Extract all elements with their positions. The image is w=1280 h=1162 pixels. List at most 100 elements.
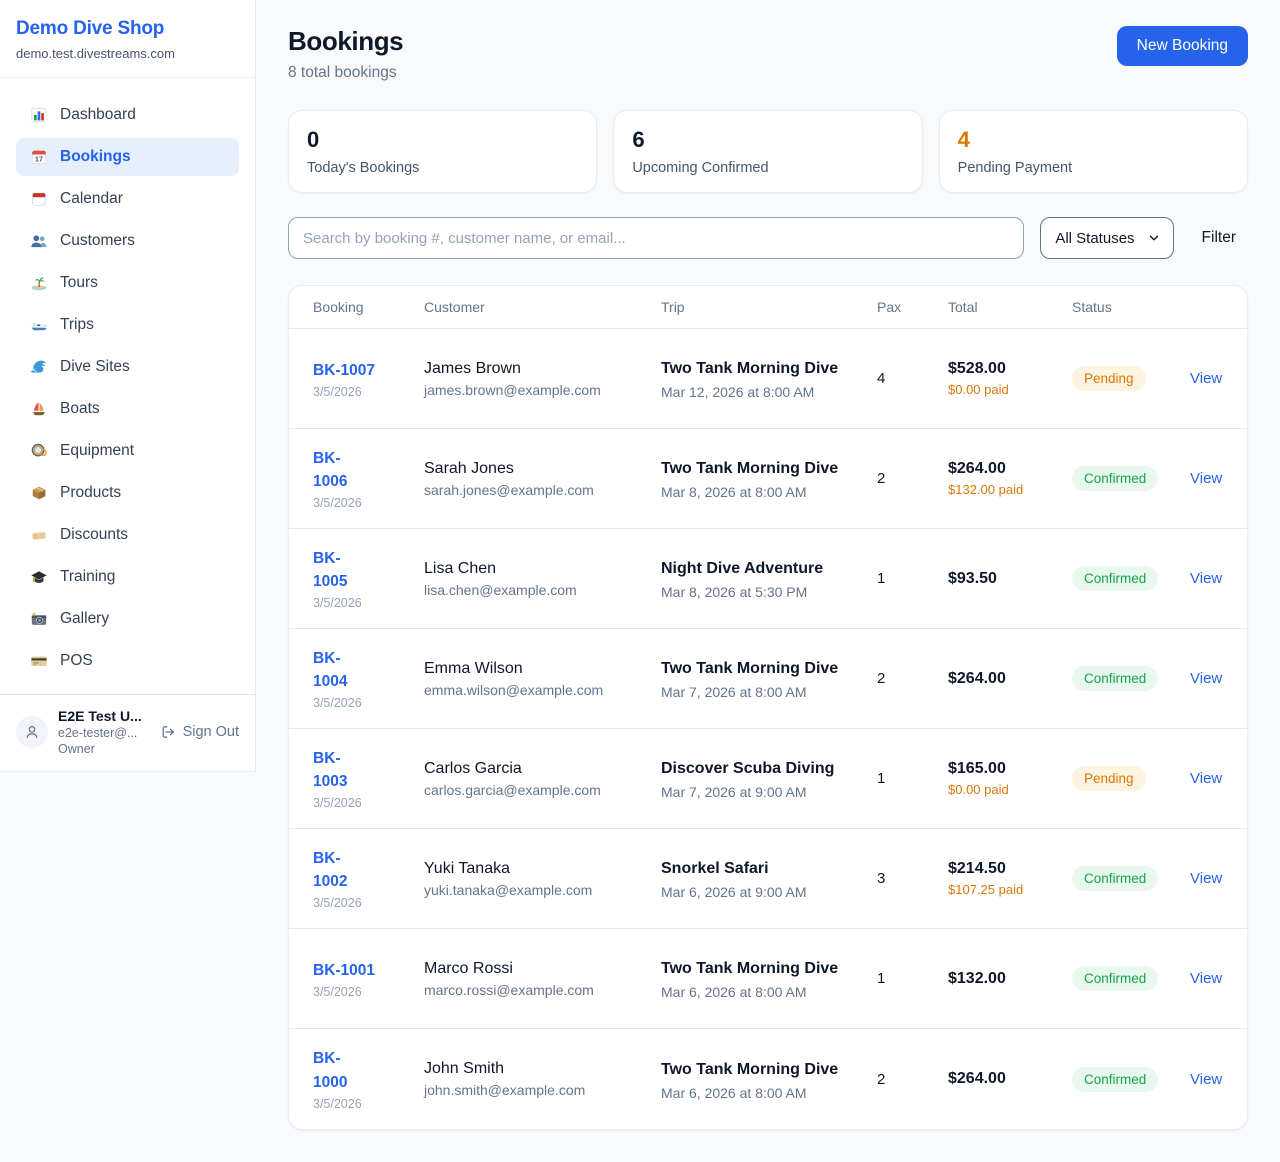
- customer-cell: Carlos Garcia carlos.garcia@example.com: [424, 760, 661, 798]
- sidebar-nav: Dashboard 17 Bookings Calendar Customers…: [0, 78, 255, 694]
- booking-cell: BK-1000 3/5/2026: [313, 1047, 424, 1111]
- view-link[interactable]: View: [1190, 570, 1223, 588]
- chevron-down-icon: [1149, 235, 1158, 241]
- booking-row: BK-1004 3/5/2026 Emma Wilson emma.wilson…: [289, 629, 1247, 730]
- customer-email: john.smith@example.com: [424, 1082, 586, 1099]
- trip-name: Two Tank Morning Dive: [661, 360, 839, 378]
- view-link[interactable]: View: [1190, 470, 1223, 488]
- user-email: e2e-tester@...: [58, 726, 138, 740]
- total-cell: $214.50 $107.25 paid: [948, 860, 1072, 897]
- stat-card-today-s-bookings: 0 Today's Bookings: [288, 110, 598, 194]
- status-badge: Confirmed: [1072, 666, 1159, 692]
- bookings-table: Booking Customer Trip Pax Total Status BK-100…: [288, 285, 1248, 1131]
- customer-cell: John Smith john.smith@example.com: [424, 1060, 661, 1098]
- view-link[interactable]: View: [1190, 770, 1223, 788]
- status-badge: Confirmed: [1072, 966, 1159, 992]
- total-amount: $264.00: [948, 460, 1006, 478]
- view-link[interactable]: View: [1190, 970, 1223, 988]
- customer-email: yuki.tanaka@example.com: [424, 881, 593, 898]
- view-link[interactable]: View: [1190, 370, 1223, 388]
- trip-cell: Two Tank Morning Dive Mar 6, 2026 at 8:0…: [661, 957, 877, 1000]
- tag-icon: [30, 526, 48, 544]
- sidebar-item-equipment[interactable]: Equipment: [16, 432, 239, 470]
- booking-id-link[interactable]: BK-1003: [313, 749, 348, 791]
- customer-email: sarah.jones@example.com: [424, 481, 594, 498]
- trip-cell: Two Tank Morning Dive Mar 12, 2026 at 8:…: [661, 357, 877, 400]
- booking-row: BK-1003 3/5/2026 Carlos Garcia carlos.ga…: [289, 729, 1247, 830]
- sidebar-item-training[interactable]: Training: [16, 558, 239, 596]
- customer-email: emma.wilson@example.com: [424, 681, 604, 698]
- customer-email: lisa.chen@example.com: [424, 581, 577, 598]
- filter-button[interactable]: Filter: [1190, 229, 1248, 247]
- status-filter-select[interactable]: All Statuses: [1040, 217, 1174, 260]
- stat-card-pending-payment: 4 Pending Payment: [938, 110, 1248, 194]
- trip-datetime: Mar 8, 2026 at 5:30 PM: [661, 584, 808, 601]
- total-amount: $264.00: [948, 669, 1006, 687]
- status-badge: Confirmed: [1072, 566, 1159, 592]
- sidebar-item-products[interactable]: Products: [16, 474, 239, 512]
- speedboat-icon: [30, 316, 48, 334]
- sidebar-item-label: Boats: [60, 400, 100, 417]
- booking-date: 3/5/2026: [313, 384, 362, 399]
- stat-label: Pending Payment: [957, 160, 1073, 177]
- pax-count: 2: [877, 470, 886, 488]
- sidebar-item-dive-sites[interactable]: Dive Sites: [16, 348, 239, 386]
- sidebar-item-dashboard[interactable]: Dashboard: [16, 96, 239, 134]
- sidebar-item-discounts[interactable]: Discounts: [16, 516, 239, 554]
- booking-row: BK-1006 3/5/2026 Sarah Jones sarah.jones…: [289, 429, 1247, 530]
- sidebar-item-label: Training: [60, 568, 116, 585]
- sign-out-button[interactable]: Sign Out: [160, 724, 239, 740]
- customer-cell: Emma Wilson emma.wilson@example.com: [424, 660, 661, 698]
- booking-id-link[interactable]: BK-1004: [313, 649, 348, 691]
- booking-id-link[interactable]: BK-1001: [313, 961, 376, 979]
- trip-cell: Night Dive Adventure Mar 8, 2026 at 5:30…: [661, 557, 877, 600]
- sidebar-item-customers[interactable]: Customers: [16, 222, 239, 260]
- sidebar-item-pos[interactable]: POS: [16, 642, 239, 680]
- sidebar-item-bookings[interactable]: 17 Bookings: [16, 138, 239, 176]
- sidebar-item-boats[interactable]: Boats: [16, 390, 239, 428]
- pax-count: 1: [877, 770, 886, 788]
- island-icon: [30, 274, 48, 292]
- status-badge: Confirmed: [1072, 866, 1159, 892]
- view-link[interactable]: View: [1190, 1070, 1223, 1088]
- paid-amount: $0.00 paid: [948, 382, 1009, 398]
- sidebar-item-label: Equipment: [60, 442, 135, 459]
- column-header-trip: Trip: [661, 299, 685, 316]
- user-meta: E2E Test U... e2e-tester@... Owner: [58, 708, 150, 756]
- pax-count: 1: [877, 570, 886, 588]
- status-badge: Pending: [1072, 366, 1146, 392]
- graduation-cap-icon: [30, 568, 48, 586]
- trip-name: Two Tank Morning Dive: [661, 660, 839, 678]
- booking-id-link[interactable]: BK-1005: [313, 549, 348, 591]
- pax-count: 3: [877, 870, 886, 888]
- search-input[interactable]: [288, 217, 1025, 260]
- booking-id-link[interactable]: BK-1006: [313, 449, 348, 491]
- customer-cell: Sarah Jones sarah.jones@example.com: [424, 460, 661, 498]
- booking-date: 3/5/2026: [313, 1096, 362, 1111]
- user-role: Owner: [58, 742, 95, 756]
- booking-id-link[interactable]: BK-1002: [313, 849, 348, 891]
- booking-id-link[interactable]: BK-1000: [313, 1050, 348, 1091]
- sidebar-item-trips[interactable]: Trips: [16, 306, 239, 344]
- sidebar-item-tours[interactable]: Tours: [16, 264, 239, 302]
- sidebar-item-gallery[interactable]: Gallery: [16, 600, 239, 638]
- customer-name: Lisa Chen: [424, 559, 497, 577]
- customer-name: Yuki Tanaka: [424, 859, 510, 877]
- customer-name: Sarah Jones: [424, 459, 514, 477]
- status-badge: Confirmed: [1072, 1066, 1159, 1092]
- sidebar-item-label: Discounts: [60, 526, 129, 543]
- sidebar-item-label: Bookings: [60, 148, 131, 165]
- customer-email: marco.rossi@example.com: [424, 981, 594, 998]
- view-link[interactable]: View: [1190, 670, 1223, 688]
- new-booking-button[interactable]: New Booking: [1116, 26, 1248, 66]
- total-cell: $132.00: [948, 970, 1072, 988]
- view-link[interactable]: View: [1190, 870, 1223, 888]
- pax-count: 1: [877, 970, 886, 988]
- total-cell: $93.50: [948, 570, 1072, 588]
- sidebar-item-calendar[interactable]: Calendar: [16, 180, 239, 218]
- booking-date: 3/5/2026: [313, 796, 362, 811]
- person-icon: [26, 725, 38, 739]
- booking-id-link[interactable]: BK-1007: [313, 361, 376, 379]
- paid-amount: $107.25 paid: [948, 882, 1024, 898]
- pax-count: 2: [877, 670, 886, 688]
